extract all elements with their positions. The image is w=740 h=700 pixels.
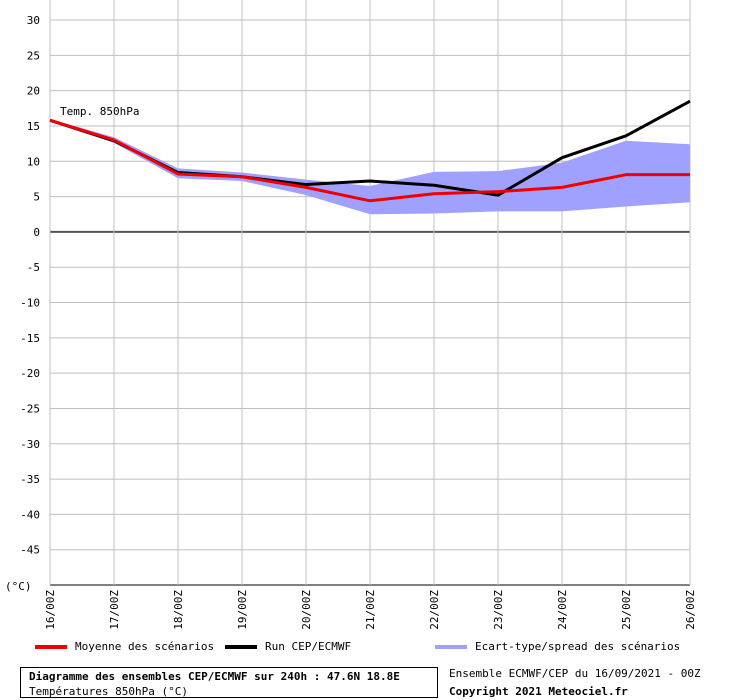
x-tick-label: 18/00Z	[172, 590, 185, 630]
y-tick-label: -25	[20, 402, 40, 415]
chart-grid	[49, 0, 691, 586]
y-tick-label: 20	[27, 85, 40, 98]
x-tick-label: 24/00Z	[556, 590, 569, 630]
y-tick-label: -5	[27, 261, 40, 274]
x-tick-label: 25/00Z	[620, 590, 633, 630]
info-subtitle: Températures 850hPa (°C)	[29, 685, 188, 698]
y-tick-label: -40	[20, 508, 40, 521]
y-tick-label: 30	[27, 14, 40, 27]
legend-mean-swatch	[35, 644, 67, 649]
x-tick-label: 21/00Z	[364, 590, 377, 630]
x-tick-labels: 16/00Z 17/00Z 18/00Z 19/00Z 20/00Z 21/00Z 22/0…	[44, 590, 697, 630]
y-tick-label: 0	[33, 226, 40, 239]
x-tick-label: 22/00Z	[428, 590, 441, 630]
ensemble-date: Ensemble ECMWF/CEP du 16/09/2021 - 00Z	[449, 667, 701, 680]
legend-run-swatch	[225, 644, 257, 649]
x-tick-label: 20/00Z	[300, 590, 313, 630]
x-tick-label: 19/00Z	[236, 590, 249, 630]
y-unit-label: (°C)	[5, 580, 32, 593]
legend-spread-label: Ecart-type/spread des scénarios	[475, 640, 681, 653]
chart-area: 30 25 20 15 10 5 0 -5 -10 -15 -20 -25 -30 -35 -40 -45 1…	[5, 0, 697, 630]
y-tick-label: -20	[20, 367, 40, 380]
y-tick-label: 5	[33, 191, 40, 204]
legend-spread-swatch	[435, 644, 467, 649]
legend-mean-label: Moyenne des scénarios	[75, 640, 215, 653]
y-tick-label: -45	[20, 544, 40, 557]
y-tick-label: -30	[20, 438, 40, 451]
y-tick-labels: 30 25 20 15 10 5 0 -5 -10 -15 -20 -25 -30 -35 -40 -45	[20, 14, 40, 557]
legend-spread: Ecart-type/spread des scénarios	[435, 640, 680, 653]
legend-mean: Moyenne des scénarios	[35, 640, 214, 653]
x-tick-label: 16/00Z	[44, 590, 57, 630]
x-tick-label: 26/00Z	[684, 590, 697, 630]
info-box: Diagramme des ensembles CEP/ECMWF sur 24…	[20, 667, 438, 698]
y-tick-label: -15	[20, 332, 40, 345]
y-tick-label: -35	[20, 473, 40, 486]
legend-run-label: Run CEP/ECMWF	[265, 640, 352, 653]
y-tick-label: 10	[27, 155, 40, 168]
series-lines	[49, 99, 691, 203]
y-tick-label: -10	[20, 297, 40, 310]
y-tick-label: 25	[27, 49, 40, 62]
legend-run: Run CEP/ECMWF	[225, 640, 351, 653]
mean-line	[49, 118, 690, 203]
y-tick-label: 15	[27, 120, 40, 133]
x-tick-label: 23/00Z	[492, 590, 505, 630]
info-title: Diagramme des ensembles CEP/ECMWF sur 24…	[29, 670, 400, 683]
x-tick-label: 17/00Z	[108, 590, 121, 630]
copyright: Copyright 2021 Meteociel.fr	[449, 685, 628, 698]
chart-annotation: Temp. 850hPa	[60, 105, 139, 118]
